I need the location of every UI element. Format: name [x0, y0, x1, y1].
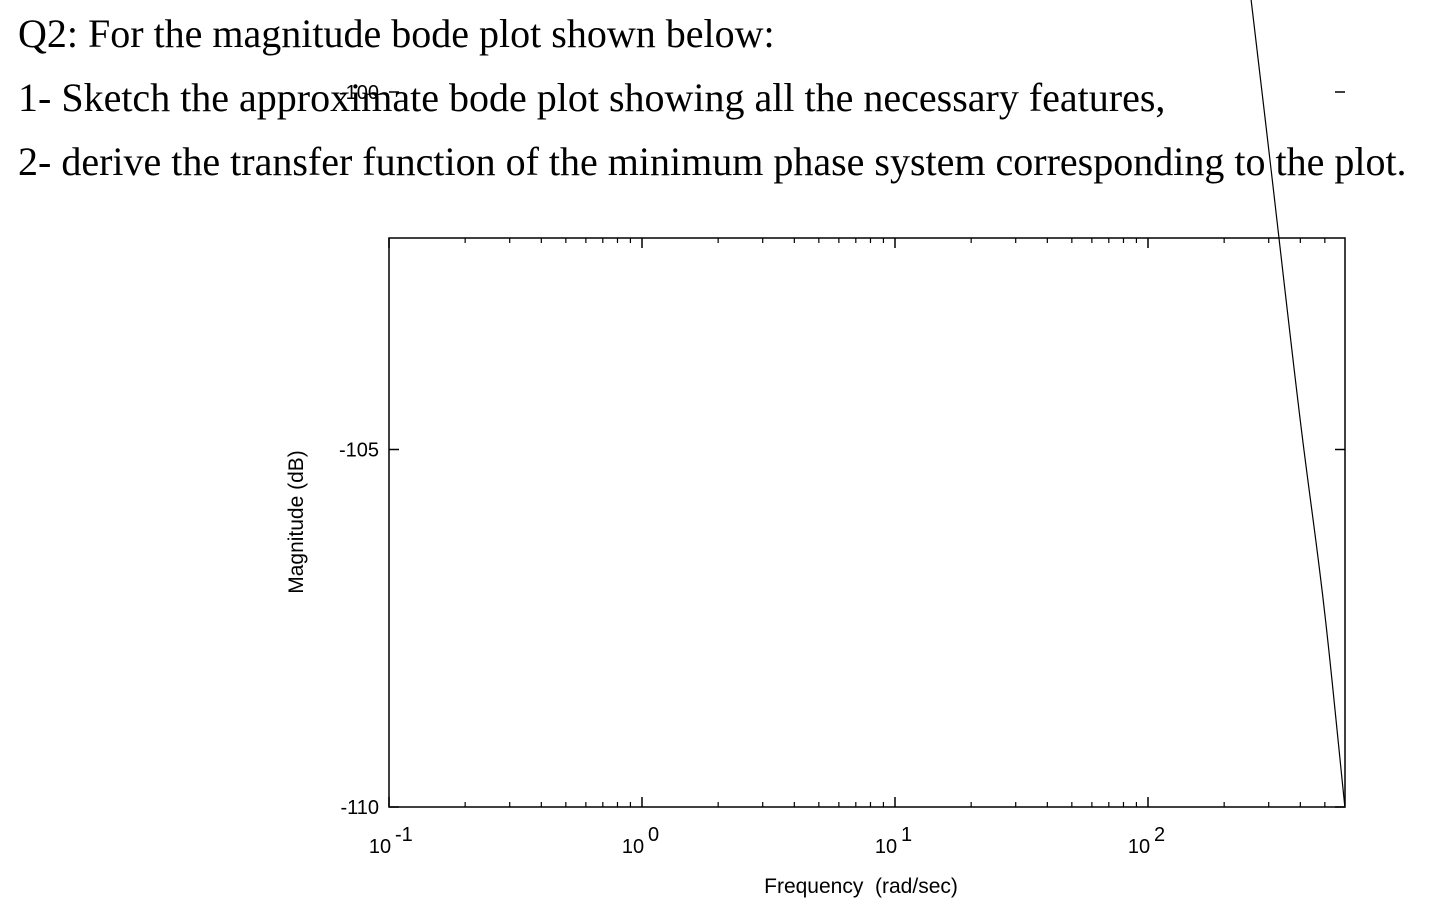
- y-tick-labels: -75-80-85-90-95-100-105-110: [339, 82, 379, 819]
- y-axis-label: Magnitude (dB): [285, 450, 308, 594]
- y-tick-label: -105: [339, 440, 379, 462]
- question-item-1: 1- Sketch the approximate bode plot show…: [18, 75, 1166, 120]
- plot-frame: [388, 237, 1346, 808]
- y-tick-label: -100: [339, 82, 379, 104]
- major-ticks: [388, 91, 1345, 808]
- question-title: Q2: For the magnitude bode plot shown be…: [18, 11, 775, 56]
- x-tick-exponent: 1: [901, 824, 912, 846]
- y-tick-label: -110: [340, 797, 379, 819]
- question-item-2: 2- derive the transfer function of the m…: [18, 139, 1407, 184]
- x-axis-label: Frequency (rad/sec): [764, 875, 958, 898]
- x-tick-exponent: -1: [395, 824, 413, 846]
- x-tick-exponent: 2: [1154, 824, 1165, 846]
- x-tick-label: 10: [1128, 836, 1150, 858]
- minor-ticks: [464, 238, 1326, 807]
- x-tick-label: 10: [875, 836, 897, 858]
- x-tick-label: 10: [622, 836, 644, 858]
- x-tick-label: 10: [369, 836, 391, 858]
- x-tick-exponent: 0: [648, 824, 659, 846]
- magnitude-curve: [1250, 0, 1346, 808]
